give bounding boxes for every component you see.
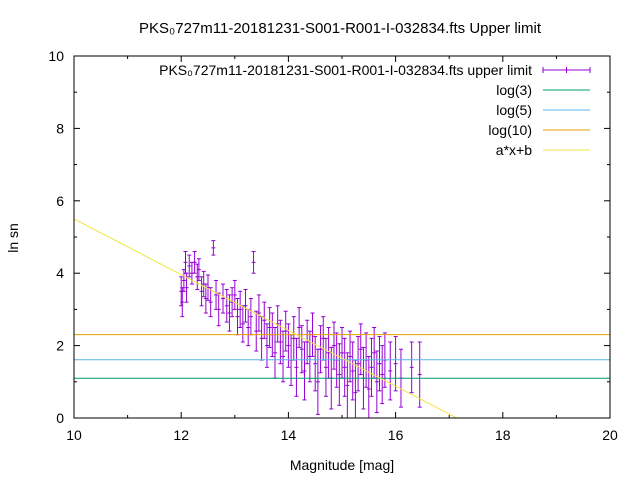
- data-point: [248, 298, 253, 336]
- y-axis-label: ln sn: [5, 223, 21, 253]
- x-tick-label: 16: [388, 427, 404, 443]
- x-tick-label: 20: [602, 427, 618, 443]
- data-point: [192, 250, 197, 274]
- data-point: [211, 240, 216, 256]
- data-point: [196, 258, 201, 281]
- data-point: [356, 336, 361, 392]
- data-point: [281, 330, 286, 383]
- legend-label: PKS₀727m11-20181231-S001-R001-I-032834.f…: [159, 62, 532, 78]
- data-point: [262, 301, 267, 339]
- plot-series: [74, 218, 610, 418]
- legend-swatch: [542, 67, 591, 73]
- data-point: [393, 336, 398, 392]
- chart-title: PKS₀727m11-20181231-S001-R001-I-032834.f…: [139, 20, 542, 37]
- y-tick-label: 4: [56, 265, 64, 281]
- data-point: [305, 319, 310, 365]
- data-point: [337, 343, 342, 406]
- legend: PKS₀727m11-20181231-S001-R001-I-032834.f…: [159, 62, 591, 158]
- data-point: [302, 341, 307, 401]
- legend-label: a*x+b: [496, 142, 532, 158]
- data-point: [313, 336, 318, 392]
- data-point: [264, 323, 269, 368]
- data-point: [323, 337, 328, 397]
- data-point: [251, 250, 256, 274]
- data-point: [299, 325, 304, 374]
- data-point: [380, 345, 385, 405]
- x-axis-label: Magnitude [mag]: [290, 457, 394, 473]
- data-point: [417, 341, 422, 408]
- data-point: [206, 274, 210, 301]
- data-point: [240, 305, 245, 343]
- data-point: [283, 310, 288, 352]
- data-point: [377, 336, 382, 392]
- data-point: [350, 341, 355, 401]
- data-point: [388, 341, 393, 401]
- data-point: [345, 352, 350, 418]
- legend-label: log(10): [488, 122, 532, 138]
- x-tick-label: 12: [173, 427, 189, 443]
- data-point: [353, 359, 358, 418]
- data-point: [232, 279, 237, 310]
- data-point: [278, 319, 283, 365]
- x-tick-label: 18: [495, 427, 511, 443]
- fit-line: [74, 218, 458, 418]
- plot-area: [74, 218, 610, 418]
- data-point: [238, 290, 243, 328]
- y-tick-label: 10: [48, 48, 64, 64]
- data-point: [246, 308, 251, 347]
- data-point: [331, 321, 336, 370]
- data-point: [358, 323, 363, 376]
- legend-label: log(3): [496, 82, 532, 98]
- data-point: [208, 287, 213, 318]
- data-point: [315, 348, 320, 415]
- data-point: [230, 287, 235, 318]
- x-tick-label: 14: [281, 427, 297, 443]
- data-point: [297, 307, 302, 348]
- data-point: [342, 337, 347, 397]
- data-point: [187, 254, 192, 278]
- x-tick-label: 10: [66, 427, 82, 443]
- data-point: [307, 330, 312, 383]
- data-point: [214, 279, 219, 310]
- data-point: [374, 350, 379, 414]
- y-tick-label: 2: [56, 338, 64, 354]
- data-point: [318, 325, 323, 374]
- data-point: [366, 355, 371, 418]
- data-point: [184, 272, 189, 303]
- data-point: [199, 276, 204, 307]
- data-point: [216, 292, 221, 327]
- data-point: [221, 283, 226, 314]
- data-point: [409, 341, 414, 394]
- data-point: [369, 337, 374, 397]
- data-point: [224, 288, 229, 323]
- data-point: [267, 307, 272, 348]
- y-tick-label: 0: [56, 410, 64, 426]
- data-point: [227, 294, 232, 332]
- data-point: [348, 330, 353, 383]
- y-tick-label: 6: [56, 193, 64, 209]
- data-point: [243, 288, 248, 323]
- axes: 10 12 14 16 18 20 0 2 4 6 8 10: [48, 48, 618, 443]
- data-point: [256, 294, 261, 332]
- data-point: [203, 283, 208, 314]
- legend-label: log(5): [496, 102, 532, 118]
- data-point: [275, 305, 280, 343]
- y-tick-label: 8: [56, 120, 64, 136]
- data-point: [294, 337, 299, 397]
